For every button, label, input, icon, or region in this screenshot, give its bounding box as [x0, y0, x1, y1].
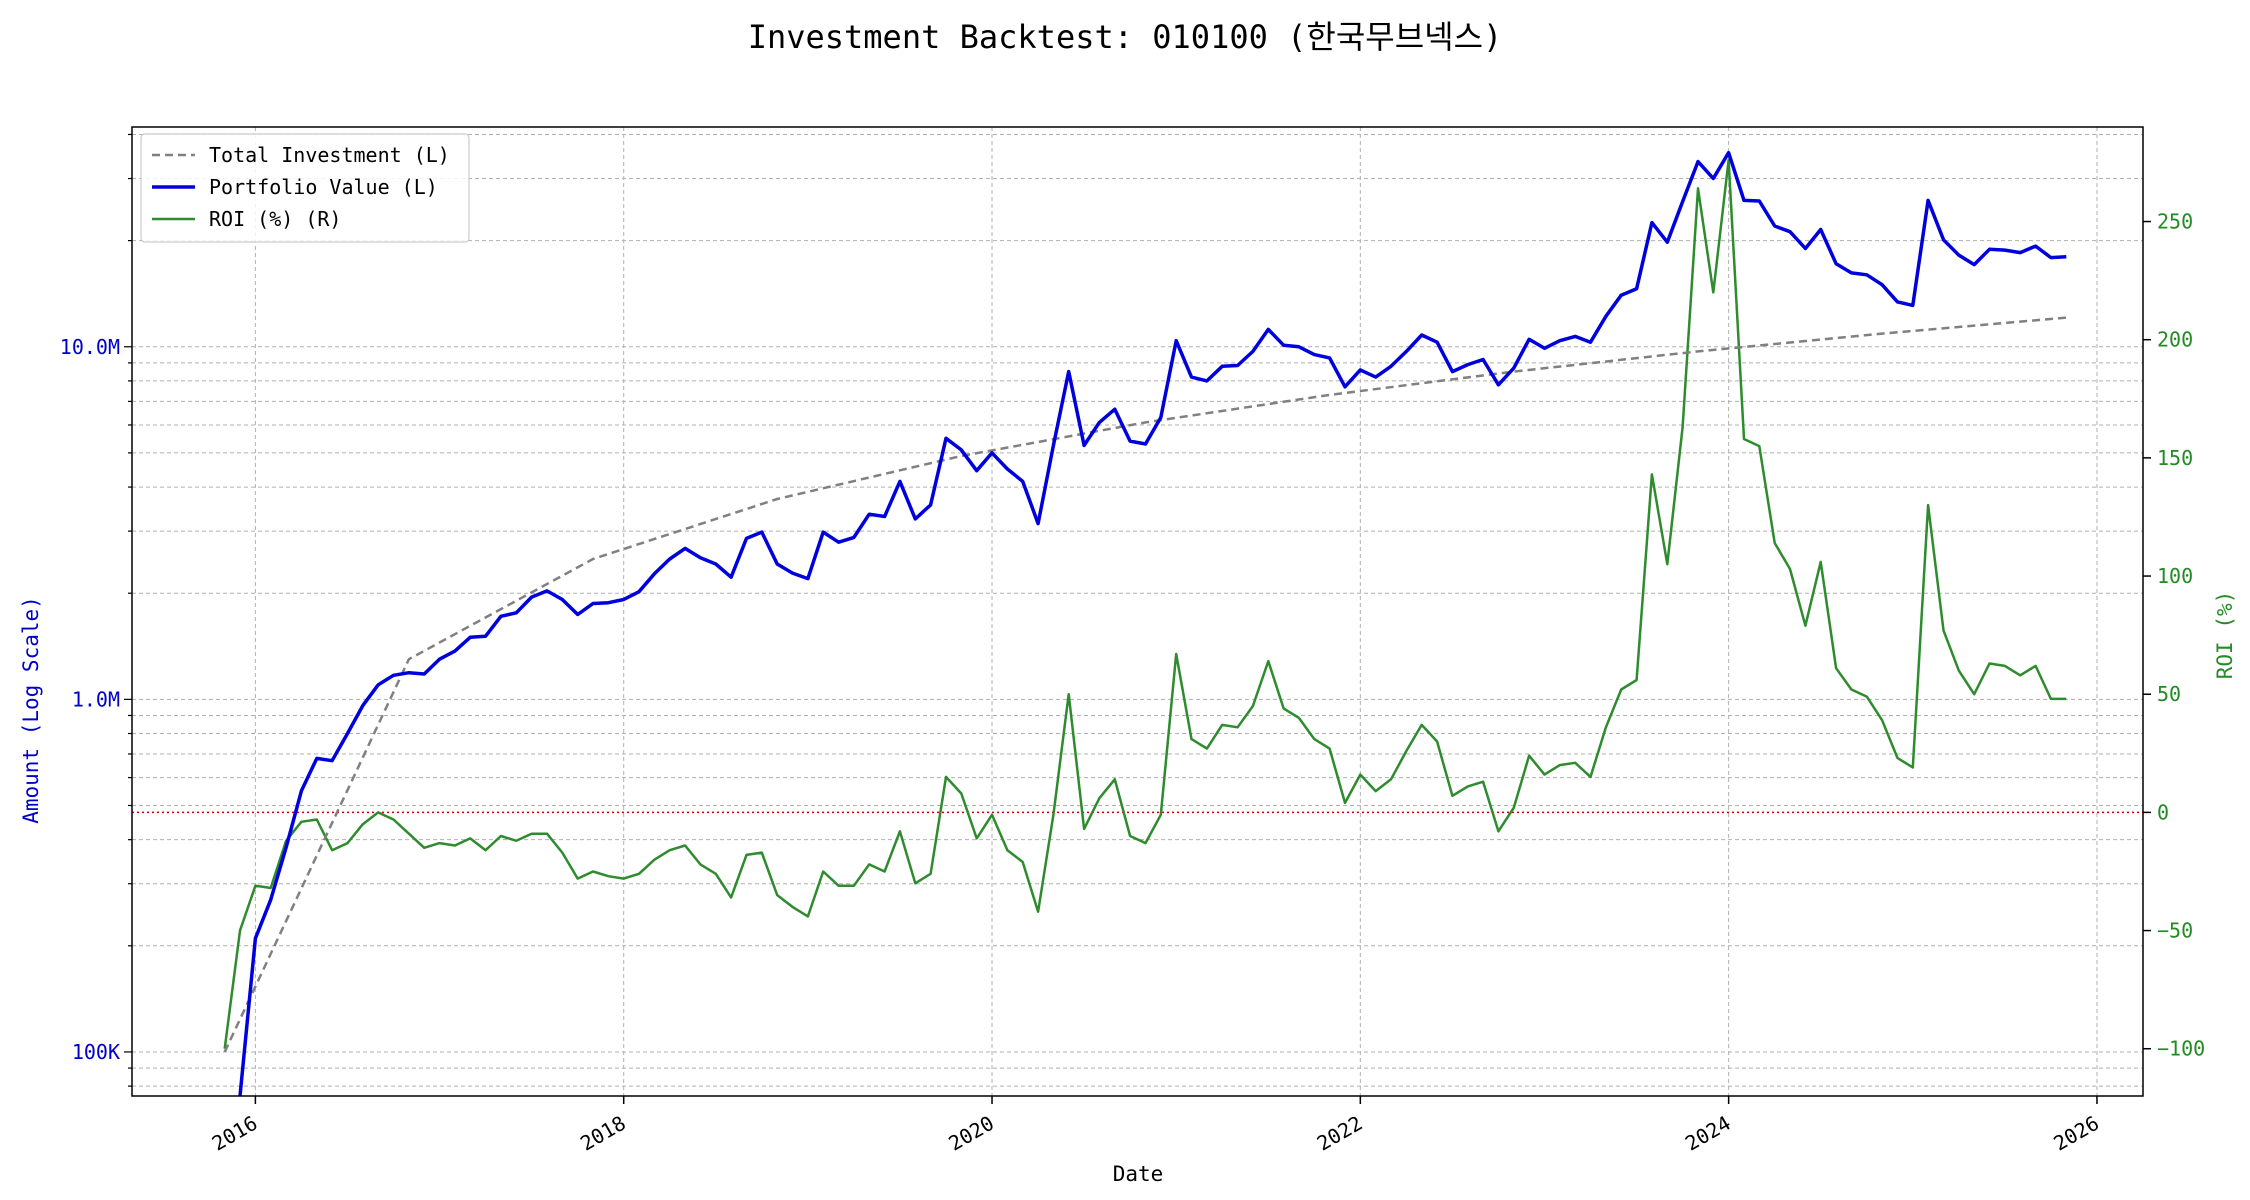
grid-lines	[132, 127, 2143, 1096]
y-right-tick-label: 150	[2157, 446, 2193, 470]
series-total-investment	[223, 316, 2067, 1053]
y-right-tick-label: 0	[2157, 800, 2169, 824]
y-axis-right-label: ROI (%)	[2213, 591, 2237, 680]
series-portfolio-value	[238, 150, 2067, 1097]
y-right-tick-label: 50	[2157, 682, 2181, 706]
y-right-tick-label: 250	[2157, 210, 2193, 234]
y-right-tick-label: −50	[2157, 919, 2193, 943]
chart-title: Investment Backtest: 010100 (한국무브넥스)	[748, 18, 1503, 56]
legend-label-roi: ROI (%) (R)	[209, 207, 341, 231]
legend-box	[140, 133, 470, 243]
y-right-tick-label: 100	[2157, 564, 2193, 588]
x-axis-label: Date	[1113, 1162, 1164, 1186]
legend-label-portfolio: Portfolio Value (L)	[209, 175, 438, 199]
y-axis-left-label: Amount (Log Scale)	[19, 596, 43, 824]
plot-frame	[131, 126, 2144, 1097]
series-roi	[223, 158, 2067, 1049]
y-axis-left: 100K 1.0M 10.0M	[60, 133, 132, 1087]
legend-label-investment: Total Investment (L)	[209, 143, 450, 167]
series-layer	[223, 150, 2067, 1097]
legend: Total Investment (L) Portfolio Value (L)…	[140, 133, 470, 243]
y-left-tick-label: 1.0M	[72, 687, 120, 711]
y-left-tick-label: 100K	[72, 1040, 120, 1064]
y-left-tick-label: 10.0M	[60, 335, 120, 359]
y-axis-right: −100 −50 0 50 100 150 200 250	[2143, 210, 2205, 1061]
y-right-tick-label: −100	[2157, 1037, 2205, 1061]
y-right-tick-label: 200	[2157, 328, 2193, 352]
